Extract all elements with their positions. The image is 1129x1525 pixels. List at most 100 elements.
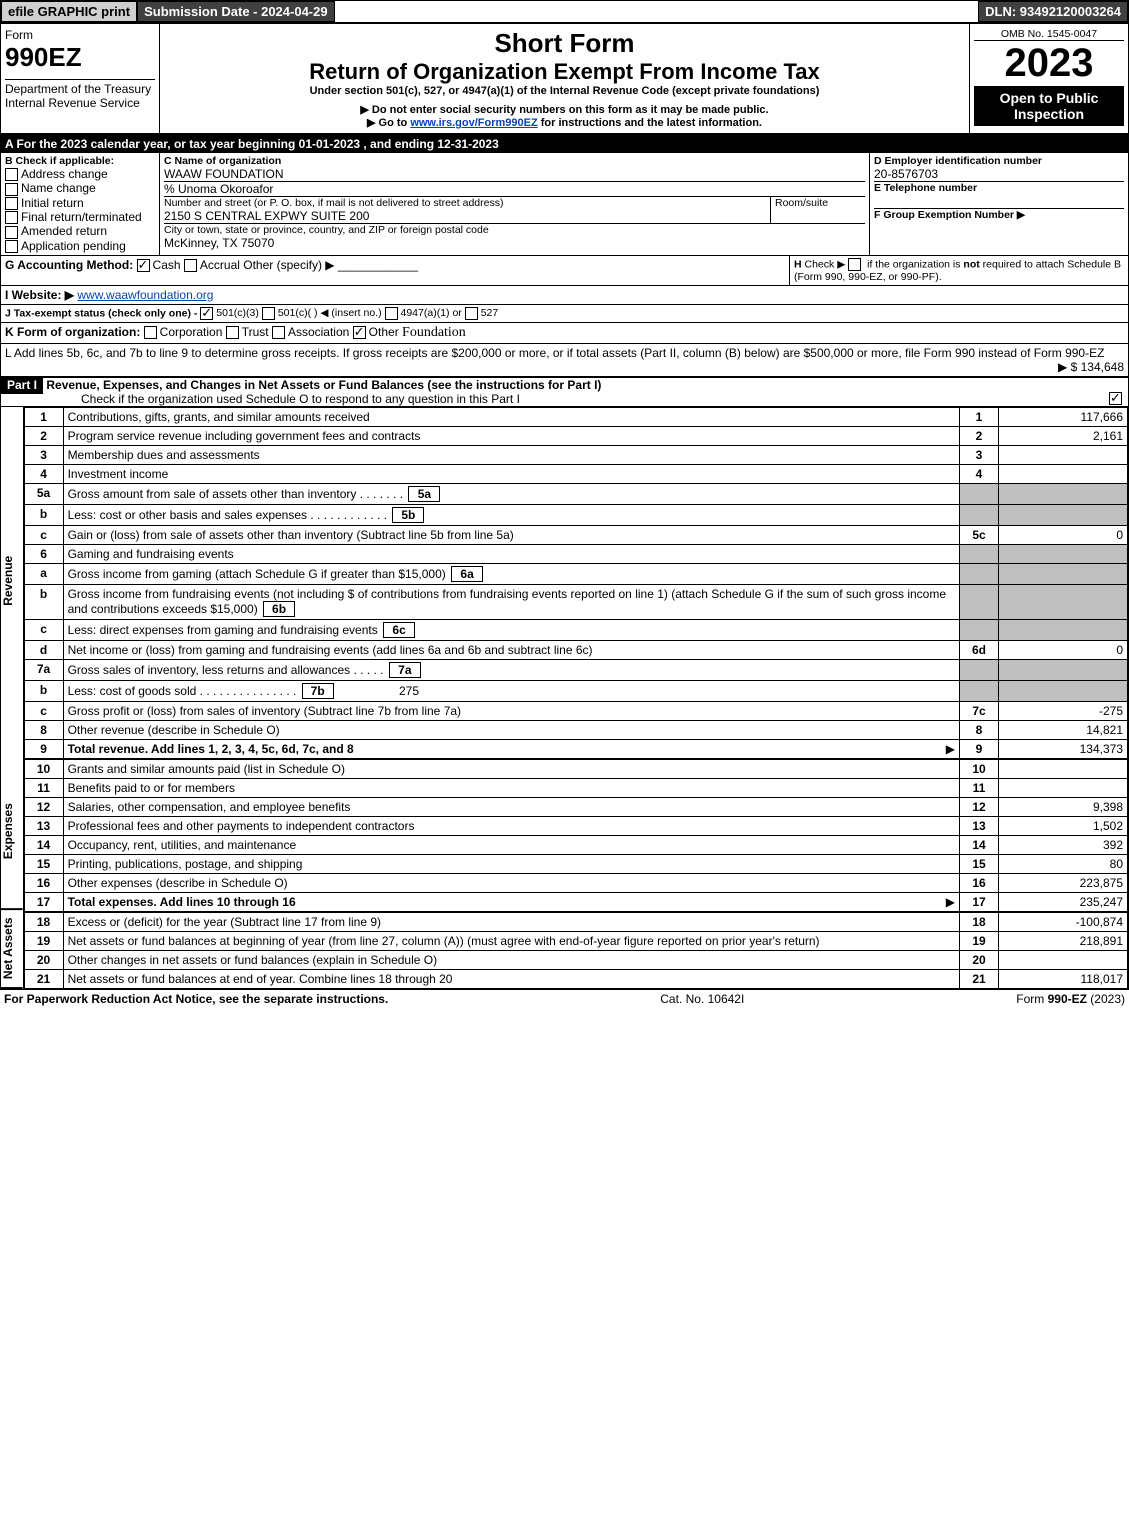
g-cash[interactable]: Cash [137, 258, 181, 272]
line-16: 16Other expenses (describe in Schedule O… [24, 873, 1127, 892]
section-c: C Name of organization WAAW FOUNDATION %… [160, 153, 870, 255]
check-application-pending[interactable]: Application pending [5, 239, 155, 253]
section-g-h: G Accounting Method: Cash Accrual Other … [1, 256, 1128, 286]
k-label: K Form of organization: [5, 325, 140, 339]
section-rail: Revenue Expenses Net Assets [1, 407, 24, 989]
l-amount: ▶ $ 134,648 [1058, 360, 1124, 374]
section-d-e-f: D Employer identification number 20-8576… [870, 153, 1128, 255]
section-b-title: B Check if applicable: [5, 155, 155, 167]
g-other[interactable]: Other (specify) ▶ ____________ [243, 258, 418, 272]
header-right: OMB No. 1545-0047 2023 Open to Public In… [969, 24, 1128, 133]
org-city: McKinney, TX 75070 [164, 236, 865, 250]
part1-checkline-row: Check if the organization used Schedule … [1, 392, 1128, 406]
line-21: 21Net assets or fund balances at end of … [24, 969, 1127, 988]
check-address-change[interactable]: Address change [5, 167, 155, 181]
section-i: I Website: ▶ www.waawfoundation.org [1, 286, 1128, 305]
j-label: J Tax-exempt status (check only one) - [5, 307, 197, 319]
ein-value: 20-8576703 [874, 167, 1124, 181]
k-other-value: Foundation [402, 325, 466, 340]
inspection-badge: Open to Public Inspection [974, 86, 1124, 126]
line-6c: cLess: direct expenses from gaming and f… [24, 619, 1127, 640]
c-room-label: Room/suite [770, 197, 865, 223]
footer-formid: Form 990-EZ (2023) [1016, 992, 1125, 1006]
section-b: B Check if applicable: Address change Na… [1, 153, 160, 255]
k-assoc[interactable]: Association [272, 325, 349, 339]
line-8: 8Other revenue (describe in Schedule O)8… [24, 720, 1127, 739]
rail-expenses: Expenses [1, 754, 23, 910]
lines-table: 1Contributions, gifts, grants, and simil… [24, 407, 1128, 989]
header-mid: Short Form Return of Organization Exempt… [160, 24, 969, 133]
submission-date-button[interactable]: Submission Date - 2024-04-29 [137, 1, 335, 22]
check-name-change[interactable]: Name change [5, 181, 155, 195]
line-1: 1Contributions, gifts, grants, and simil… [24, 407, 1127, 426]
rail-netassets: Net Assets [1, 910, 23, 989]
section-g: G Accounting Method: Cash Accrual Other … [1, 256, 789, 285]
website-link[interactable]: www.waawfoundation.org [77, 288, 213, 302]
page-footer: For Paperwork Reduction Act Notice, see … [0, 990, 1129, 1008]
e-value [874, 194, 1124, 208]
i-label: I Website: ▶ [5, 288, 74, 302]
footer-catno: Cat. No. 10642I [660, 992, 744, 1006]
efile-print-button[interactable]: efile GRAPHIC print [1, 1, 137, 22]
j-501c3[interactable]: 501(c)(3) [200, 307, 259, 319]
subtitle-sections: Under section 501(c), 527, or 4947(a)(1)… [164, 85, 965, 97]
k-other[interactable]: Other [353, 325, 399, 339]
line-7c: cGross profit or (loss) from sales of in… [24, 701, 1127, 720]
section-j: J Tax-exempt status (check only one) - 5… [1, 305, 1128, 323]
line-17: 17Total expenses. Add lines 10 through 1… [24, 892, 1127, 912]
line-5c: cGain or (loss) from sale of assets othe… [24, 525, 1127, 544]
check-final-return[interactable]: Final return/terminated [5, 210, 155, 224]
line-14: 14Occupancy, rent, utilities, and mainte… [24, 835, 1127, 854]
title-short-form: Short Form [164, 28, 965, 59]
h-checkbox[interactable] [848, 258, 861, 271]
part1-checkbox[interactable] [1109, 392, 1122, 405]
title-return: Return of Organization Exempt From Incom… [164, 59, 965, 85]
l-text: L Add lines 5b, 6c, and 7b to line 9 to … [5, 346, 1104, 360]
line-6: 6Gaming and fundraising events [24, 544, 1127, 563]
irs-link[interactable]: www.irs.gov/Form990EZ [410, 117, 537, 129]
header-left: Form 990EZ Department of the Treasury In… [1, 24, 160, 133]
c-name-label: C Name of organization [164, 155, 865, 167]
k-corp[interactable]: Corporation [144, 325, 223, 339]
line-5a: 5aGross amount from sale of assets other… [24, 483, 1127, 504]
line-10: 10Grants and similar amounts paid (list … [24, 759, 1127, 779]
line-5b: bLess: cost or other basis and sales exp… [24, 504, 1127, 525]
c-care-of: % Unoma Okoroafor [164, 181, 865, 196]
line-4: 4Investment income4 [24, 464, 1127, 483]
g-label: G Accounting Method: [5, 258, 133, 272]
line-20: 20Other changes in net assets or fund ba… [24, 950, 1127, 969]
line-12: 12Salaries, other compensation, and empl… [24, 797, 1127, 816]
part1-header: Part I Revenue, Expenses, and Changes in… [1, 378, 1128, 407]
dept-irs: Internal Revenue Service [5, 96, 155, 110]
d-label: D Employer identification number [874, 155, 1124, 167]
line-15: 15Printing, publications, postage, and s… [24, 854, 1127, 873]
line-19: 19Net assets or fund balances at beginni… [24, 931, 1127, 950]
check-initial-return[interactable]: Initial return [5, 196, 155, 210]
f-label: F Group Exemption Number ▶ [874, 208, 1124, 221]
c-city-block: City or town, state or province, country… [164, 223, 865, 250]
c-street-label: Number and street (or P. O. box, if mail… [164, 197, 770, 209]
part1-grid: Revenue Expenses Net Assets 1Contributio… [1, 407, 1128, 989]
subtitle-goto: ▶ Go to www.irs.gov/Form990EZ for instru… [164, 116, 965, 129]
c-city-label: City or town, state or province, country… [164, 224, 865, 236]
line-11: 11Benefits paid to or for members11 [24, 778, 1127, 797]
section-l: L Add lines 5b, 6c, and 7b to line 9 to … [1, 344, 1128, 378]
g-accrual[interactable]: Accrual [184, 258, 240, 272]
form-label: Form [5, 28, 155, 42]
line-9: 9Total revenue. Add lines 1, 2, 3, 4, 5c… [24, 739, 1127, 759]
j-527[interactable]: 527 [465, 307, 499, 319]
j-4947[interactable]: 4947(a)(1) or [385, 307, 462, 319]
form-container: Form 990EZ Department of the Treasury In… [0, 23, 1129, 990]
k-trust[interactable]: Trust [226, 325, 269, 339]
line-7a: 7aGross sales of inventory, less returns… [24, 659, 1127, 680]
check-amended-return[interactable]: Amended return [5, 224, 155, 238]
j-501c[interactable]: 501(c)( ) ◀ (insert no.) [262, 307, 382, 319]
tax-year: 2023 [974, 41, 1124, 86]
org-name: WAAW FOUNDATION [164, 167, 865, 181]
line-13: 13Professional fees and other payments t… [24, 816, 1127, 835]
line-3: 3Membership dues and assessments3 [24, 445, 1127, 464]
part1-checkline: Check if the organization used Schedule … [1, 392, 1109, 406]
line-a-period: A For the 2023 calendar year, or tax yea… [1, 135, 1128, 153]
section-h: H Check ▶ if the organization is not req… [789, 256, 1128, 285]
footer-left: For Paperwork Reduction Act Notice, see … [4, 992, 388, 1006]
